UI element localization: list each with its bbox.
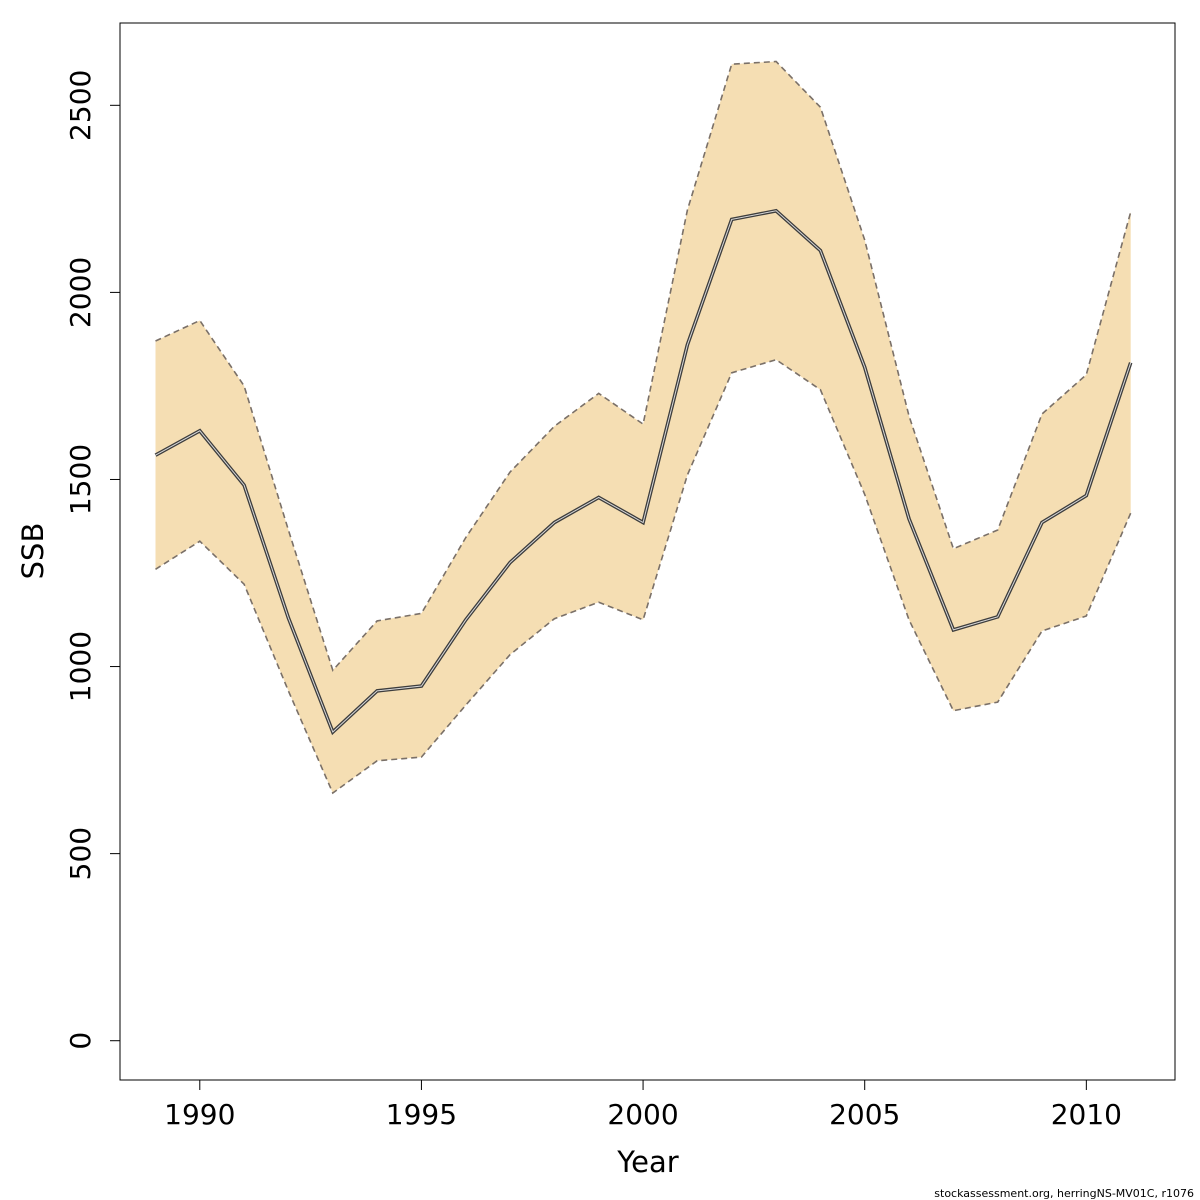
confidence-band-layer [155, 61, 1131, 793]
confidence-band [155, 61, 1131, 793]
x-tick-label-2010: 2010 [1051, 1098, 1122, 1131]
y-tick-label-1500: 1500 [64, 444, 97, 515]
y-tick-label-2000: 2000 [64, 257, 97, 328]
x-tick-label-1995: 1995 [386, 1098, 457, 1131]
series-line-layer [154, 60, 1133, 795]
x-axis: 1990 1995 2000 2005 2010 [164, 1080, 1122, 1131]
y-tick-label-0: 0 [64, 1032, 97, 1050]
y-axis: 0 500 1000 1500 2000 2500 [64, 70, 120, 1050]
footnote: stockassessment.org, herringNS-MV01C, r1… [934, 1187, 1194, 1200]
y-axis-title: SSB [16, 523, 50, 580]
x-axis-title: Year [616, 1145, 678, 1179]
x-tick-label-2000: 2000 [607, 1098, 678, 1131]
lower-bound-line [155, 358, 1132, 795]
x-tick-label-2005: 2005 [829, 1098, 900, 1131]
x-tick-label-1990: 1990 [164, 1098, 235, 1131]
upper-bound-line [155, 60, 1132, 672]
ssb-estimate-line-highlight [155, 210, 1132, 733]
plot-frame [119, 22, 1176, 1081]
y-tick-label-1000: 1000 [64, 631, 97, 702]
y-tick-label-500: 500 [64, 827, 97, 880]
y-tick-label-2500: 2500 [64, 70, 97, 141]
